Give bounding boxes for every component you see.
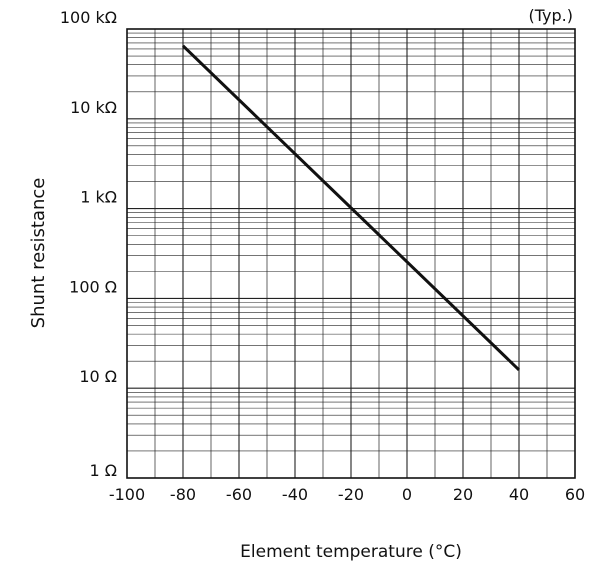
y-tick-label: 1 kΩ bbox=[80, 188, 117, 207]
plot-frame bbox=[126, 28, 576, 479]
y-tick-label: 1 Ω bbox=[90, 461, 118, 480]
x-tick-label: 40 bbox=[509, 485, 529, 504]
grid-layer bbox=[127, 29, 575, 478]
x-tick-label: 60 bbox=[565, 485, 585, 504]
x-tick-label: -20 bbox=[338, 485, 364, 504]
y-tick-label: 10 kΩ bbox=[70, 98, 117, 117]
y-tick-labels: 1 Ω 10 Ω 100 Ω 1 kΩ 10 kΩ 100 kΩ bbox=[60, 8, 117, 480]
x-axis-title: Element temperature (°C) bbox=[240, 542, 462, 562]
x-tick-label: -80 bbox=[170, 485, 196, 504]
series-line bbox=[181, 44, 521, 371]
x-tick-labels: -100 -80 -60 -40 -20 0 20 40 60 bbox=[109, 485, 585, 504]
x-tick-label: -60 bbox=[226, 485, 252, 504]
y-tick-label: 100 Ω bbox=[69, 277, 117, 296]
x-tick-label: -40 bbox=[282, 485, 308, 504]
x-tick-label: -100 bbox=[109, 485, 145, 504]
y-tick-label: 100 kΩ bbox=[60, 8, 117, 27]
x-tick-label: 0 bbox=[402, 485, 412, 504]
y-axis-title: Shunt resistance bbox=[28, 178, 49, 329]
x-tick-label: 20 bbox=[453, 485, 473, 504]
series-layer bbox=[181, 44, 521, 371]
y-tick-label: 10 Ω bbox=[79, 367, 117, 386]
typical-note: (Typ.) bbox=[529, 6, 573, 25]
